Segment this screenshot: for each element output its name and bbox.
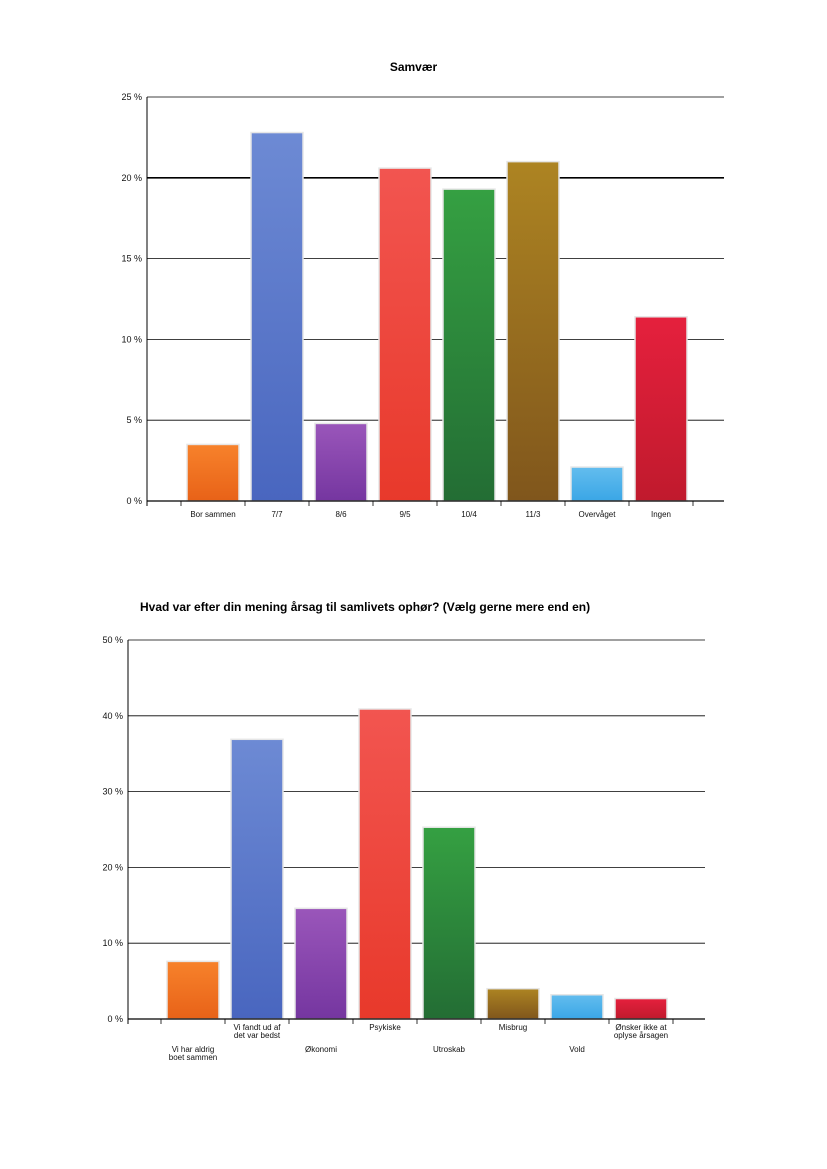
samvaer-bar-4 xyxy=(442,188,496,502)
aarsag-ytick-label: 40 % xyxy=(102,711,123,721)
samvaer-ytick-label: 0 % xyxy=(126,496,142,506)
aarsag-category-label: Vold xyxy=(569,1045,585,1054)
aarsag-category-label: Utroskab xyxy=(433,1045,466,1054)
samvaer-category-label: 7/7 xyxy=(271,510,283,519)
aarsag-bar-3 xyxy=(358,708,412,1020)
aarsag-ytick-label: 10 % xyxy=(102,938,123,948)
aarsag-category-label: Misbrug xyxy=(499,1023,527,1032)
aarsag-category-label: Vi fandt ud af det var bedst xyxy=(234,1023,282,1040)
aarsag-ytick-label: 30 % xyxy=(102,787,123,797)
samvaer-category-label: 8/6 xyxy=(335,510,347,519)
samvaer-bar-6 xyxy=(570,466,624,502)
aarsag-ytick-label: 20 % xyxy=(102,862,123,872)
aarsag-bar-7 xyxy=(614,997,668,1020)
aarsag-category-label: Vi har aldrig boet sammen xyxy=(169,1045,217,1062)
samvaer-bar-7 xyxy=(634,316,688,502)
samvaer-bar-0 xyxy=(186,443,240,502)
chart-samvaer: 0 % 5 % 10 % 15 % 20 % 25 % Bor sammen 7/7 8/6 9/… xyxy=(121,92,724,519)
aarsag-ytick-label: 50 % xyxy=(102,635,123,645)
samvaer-category-label: Overvåget xyxy=(579,510,617,519)
samvaer-bar-3 xyxy=(378,167,432,502)
samvaer-ytick-label: 5 % xyxy=(126,415,142,425)
samvaer-ytick-label: 15 % xyxy=(121,254,142,264)
samvaer-category-label: Bor sammen xyxy=(190,510,235,519)
chart-title-aarsag: Hvad var efter din mening årsag til saml… xyxy=(140,600,591,614)
aarsag-bar-6 xyxy=(550,993,604,1020)
samvaer-category-label: 10/4 xyxy=(461,510,477,519)
samvaer-bar-2 xyxy=(314,422,368,502)
aarsag-bar-2 xyxy=(294,907,348,1020)
aarsag-bar-5 xyxy=(486,987,540,1020)
aarsag-category-label: Økonomi xyxy=(305,1045,337,1054)
aarsag-ytick-label: 0 % xyxy=(107,1014,123,1024)
samvaer-ytick-label: 10 % xyxy=(121,334,142,344)
aarsag-bar-1 xyxy=(230,738,284,1020)
chart-title-samvaer: Samvær xyxy=(389,60,438,74)
aarsag-category-label: Psykiske xyxy=(369,1023,401,1032)
samvaer-bar-1 xyxy=(250,131,304,502)
aarsag-bar-4 xyxy=(422,826,476,1020)
aarsag-bar-0 xyxy=(166,960,220,1020)
samvaer-category-label: 11/3 xyxy=(526,510,542,519)
samvaer-ytick-label: 25 % xyxy=(121,92,142,102)
samvaer-category-label: Ingen xyxy=(651,510,671,519)
chart-aarsag: 0 % 10 % 20 % 30 % 40 % 50 % Vi har aldrig boet… xyxy=(102,635,705,1062)
samvaer-bar-5 xyxy=(506,160,560,502)
samvaer-ytick-label: 20 % xyxy=(121,173,142,183)
samvaer-category-label: 9/5 xyxy=(399,510,411,519)
aarsag-category-label: Ønsker ikke at oplyse årsagen xyxy=(614,1023,668,1040)
